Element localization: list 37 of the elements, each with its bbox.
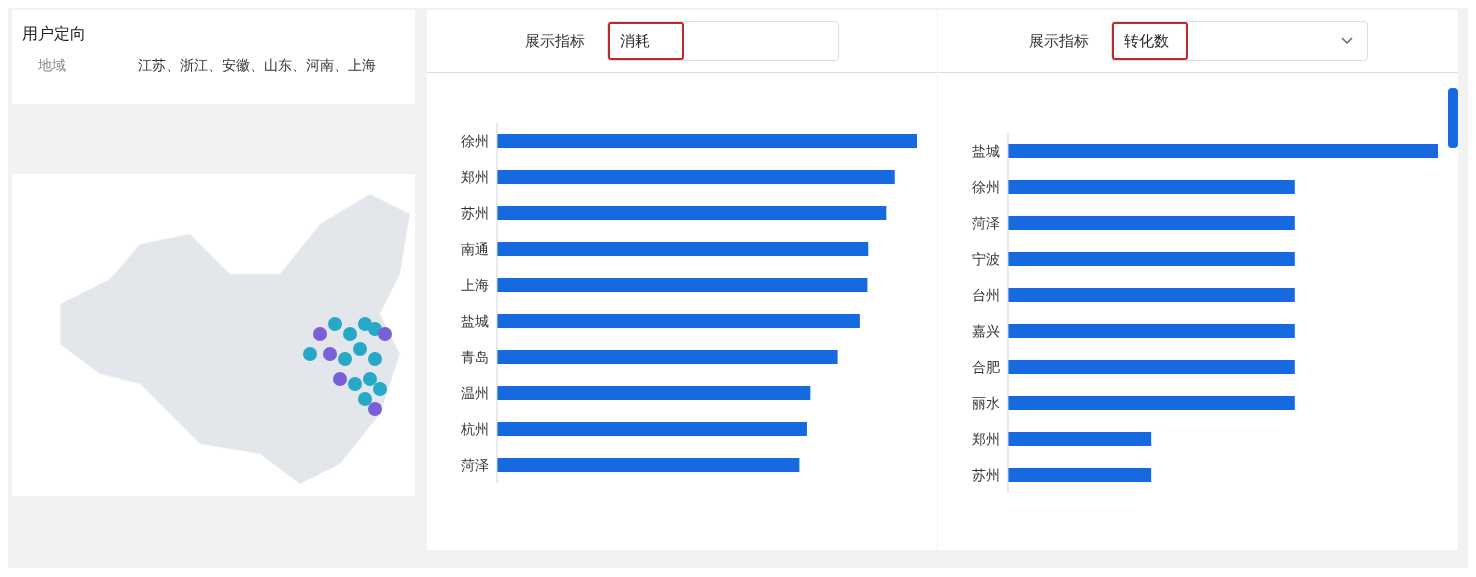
bar — [497, 206, 887, 220]
bar — [497, 314, 860, 328]
y-tick-label: 合肥 — [972, 358, 1000, 375]
y-tick-label: 菏泽 — [972, 214, 1000, 231]
bar — [497, 278, 868, 292]
y-tick-label: 台州 — [972, 286, 1000, 303]
y-tick-label: 苏州 — [461, 204, 489, 221]
y-tick-label: 徐州 — [461, 132, 489, 149]
y-tick-label: 温州 — [461, 384, 489, 401]
y-tick-label: 苏州 — [972, 466, 1000, 483]
bar — [497, 350, 838, 364]
y-tick-label: 丽水 — [972, 394, 1000, 411]
chart-title: 展示指标 — [525, 31, 585, 51]
y-tick-label: 南通 — [461, 240, 489, 257]
chart-title: 展示指标 — [1028, 31, 1089, 51]
bar — [497, 170, 895, 184]
y-tick-label: 郑州 — [461, 168, 489, 185]
bar — [497, 242, 869, 256]
bar — [497, 134, 917, 148]
y-tick-label: 上海 — [461, 276, 489, 293]
bar — [497, 386, 811, 400]
y-tick-label: 盐城 — [461, 312, 489, 329]
y-tick-label: 青岛 — [461, 348, 489, 365]
y-tick-label: 徐州 — [972, 178, 1000, 195]
y-tick-label: 杭州 — [460, 420, 489, 437]
text: 地域 — [37, 57, 67, 75]
text: 用户定向 — [22, 24, 87, 45]
bar — [497, 458, 800, 472]
y-tick-label: 菏泽 — [461, 456, 489, 473]
y-tick-label: 盐城 — [972, 142, 1000, 159]
y-tick-label: 郑州 — [972, 430, 1000, 447]
bar — [497, 422, 807, 436]
chart-subtitle: 转化数 — [1123, 31, 1169, 51]
text: 江苏、浙江、安徽、山东、河南、上海 — [138, 57, 376, 75]
y-tick-label: 嘉兴 — [972, 322, 1000, 339]
y-tick-label: 宁波 — [972, 250, 1000, 267]
chart-subtitle: 消耗 — [620, 31, 650, 51]
